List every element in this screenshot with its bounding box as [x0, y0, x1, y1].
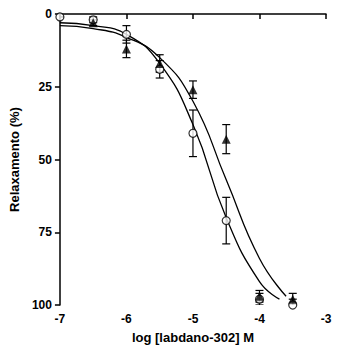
svg-text:-3: -3	[321, 312, 332, 326]
svg-text:log [labdano-302] M: log [labdano-302] M	[132, 330, 254, 345]
svg-text:25: 25	[39, 80, 53, 94]
svg-text:100: 100	[32, 298, 52, 312]
svg-text:75: 75	[39, 225, 53, 239]
svg-text:50: 50	[39, 153, 53, 167]
svg-text:-6: -6	[121, 312, 132, 326]
svg-text:Relaxamento (%): Relaxamento (%)	[7, 107, 22, 212]
svg-text:0: 0	[45, 7, 52, 21]
svg-text:-4: -4	[254, 312, 265, 326]
svg-text:-7: -7	[55, 312, 66, 326]
svg-text:-5: -5	[188, 312, 199, 326]
